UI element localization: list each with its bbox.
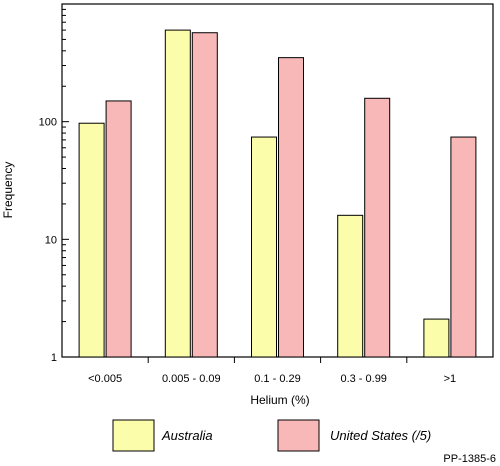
x-tick-label: <0.005 — [88, 373, 122, 385]
bar-united-states — [364, 97, 391, 358]
figure-code: PP-1385-6 — [443, 453, 496, 465]
x-tick-label: >1 — [444, 373, 457, 385]
x-axis-title: Helium (%) — [250, 393, 309, 407]
bar-united-states — [105, 100, 132, 358]
bar-united-states — [278, 57, 304, 358]
bar-australia — [423, 318, 450, 358]
y-tick-label: 10 — [45, 234, 57, 246]
y-tick-label: 100 — [39, 117, 57, 129]
plot-area: 1 10 100 <0.005 0.005 - 0.09 0.1 - 0.29 0.3 - … — [39, 3, 494, 385]
bar-australia — [251, 136, 277, 358]
legend-label-united-states: United States (/5) — [330, 428, 431, 443]
bar-australia — [164, 29, 191, 358]
legend: Australia United States (/5) — [112, 419, 431, 452]
legend-swatch-australia — [112, 419, 155, 452]
x-tick-label: 0.005 - 0.09 — [162, 373, 221, 385]
bar-australia — [78, 122, 105, 358]
y-axis-title: Frequency — [1, 162, 15, 219]
x-tick-label: 0.3 - 0.99 — [340, 373, 386, 385]
bar-united-states — [191, 32, 218, 358]
legend-swatch-united-states — [277, 419, 320, 452]
bar-australia — [337, 214, 364, 358]
plot-frame — [61, 3, 494, 358]
y-tick-label: 1 — [51, 352, 57, 364]
x-tick-label: 0.1 - 0.29 — [254, 373, 300, 385]
bar-united-states — [450, 136, 477, 358]
legend-label-australia: Australia — [161, 428, 213, 443]
